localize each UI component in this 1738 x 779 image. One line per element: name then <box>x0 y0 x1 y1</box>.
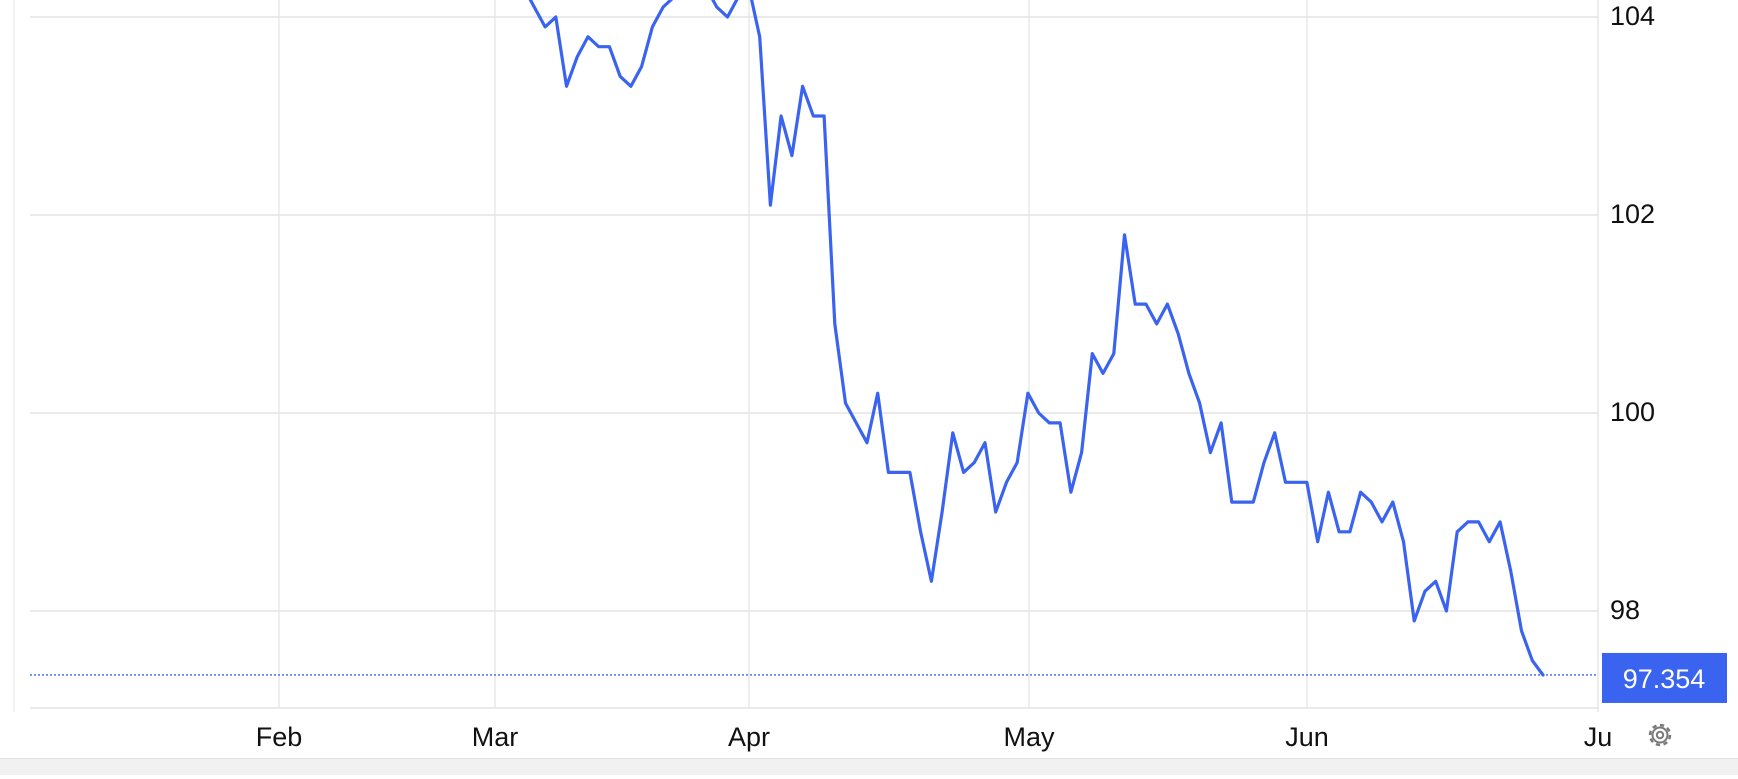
x-tick-label: Ju <box>1584 722 1613 752</box>
gear-icon[interactable] <box>1648 723 1672 747</box>
series-layer <box>528 0 1545 677</box>
y-tick-label: 104 <box>1610 1 1655 31</box>
x-tick-label: Mar <box>472 722 519 752</box>
current-value-badge <box>1602 652 1727 703</box>
x-tick-label: Feb <box>256 722 303 752</box>
scroll-strip <box>0 758 1738 775</box>
y-axis: 11010810610410210098 <box>1610 1 1655 625</box>
y-tick-label: 102 <box>1610 199 1655 229</box>
y-tick-label: 98 <box>1610 595 1640 625</box>
current-value-label: 97.354 <box>1623 664 1706 694</box>
y-tick-label: 100 <box>1610 397 1655 427</box>
grid <box>13 0 1599 712</box>
current-value-marker: 97.354 <box>30 652 1727 703</box>
x-tick-label: May <box>1003 722 1055 752</box>
x-tick-label: Jun <box>1285 722 1329 752</box>
series-line <box>528 0 1545 677</box>
x-tick-label: Apr <box>728 722 770 752</box>
x-axis: Feb Mar Apr May Jun Ju <box>256 722 1613 752</box>
